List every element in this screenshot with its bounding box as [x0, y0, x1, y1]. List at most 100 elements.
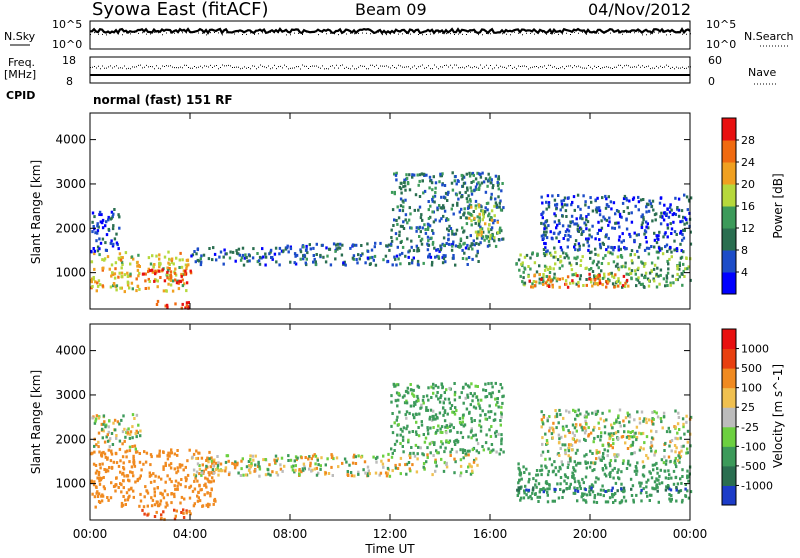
echo-cell — [620, 470, 622, 473]
echo-cell — [667, 477, 669, 480]
echo-cell — [636, 250, 638, 253]
echo-cell — [597, 221, 599, 224]
echo-cell — [355, 244, 357, 247]
echo-cell — [93, 463, 95, 466]
echo-cell — [565, 409, 567, 412]
echo-cell — [431, 264, 433, 267]
echo-cell — [94, 231, 96, 234]
echo-cell — [578, 482, 580, 485]
echo-cell — [112, 422, 114, 425]
echo-cell — [431, 181, 433, 184]
echo-cell — [115, 476, 117, 479]
echo-cell — [279, 247, 281, 250]
echo-cell — [110, 275, 112, 278]
echo-cell — [314, 468, 316, 471]
echo-cell — [468, 256, 470, 259]
echo-cell — [667, 469, 669, 472]
echo-cell — [181, 266, 183, 269]
echo-cell — [392, 469, 394, 472]
colorbar-segment — [722, 272, 736, 295]
echo-cell — [186, 304, 188, 307]
echo-cell — [250, 465, 252, 468]
echo-cell — [614, 499, 616, 502]
echo-cell — [162, 468, 164, 471]
echo-cell — [412, 394, 414, 397]
echo-cell — [664, 442, 666, 445]
echo-cell — [545, 250, 547, 253]
echo-cell — [592, 210, 594, 213]
echo-cell — [215, 258, 217, 261]
echo-cell — [477, 442, 479, 445]
echo-cell — [434, 461, 436, 464]
echo-cell — [154, 475, 156, 478]
echo-cell — [543, 231, 545, 234]
echo-cell — [603, 419, 605, 422]
echo-cell — [195, 450, 197, 453]
echo-cell — [524, 268, 526, 271]
echo-cell — [602, 242, 604, 245]
echo-cell — [518, 269, 520, 272]
echo-cell — [660, 420, 662, 423]
echo-cell — [602, 452, 604, 455]
echo-cell — [156, 455, 158, 458]
echo-cell — [560, 208, 562, 211]
echo-cell — [413, 249, 415, 252]
echo-cell — [651, 219, 653, 222]
echo-cell — [454, 398, 456, 401]
echo-cell — [109, 445, 111, 448]
echo-cell — [634, 232, 636, 235]
echo-cell — [564, 203, 566, 206]
echo-cell — [532, 486, 534, 489]
echo-cell — [459, 417, 461, 420]
echo-cell — [432, 426, 434, 429]
left-bottom-tick: 10^0 — [52, 38, 82, 51]
echo-cell — [457, 180, 459, 183]
echo-cell — [471, 193, 473, 196]
echo-cell — [428, 255, 430, 258]
echo-cell — [490, 234, 492, 237]
echo-cell — [653, 268, 655, 271]
echo-cell — [182, 284, 184, 287]
colorbar-segment — [722, 485, 736, 505]
echo-cell — [97, 495, 99, 498]
echo-cell — [454, 179, 456, 182]
echo-cell — [164, 256, 166, 259]
echo-cell — [128, 488, 130, 491]
echo-cell — [108, 419, 110, 422]
echo-cell — [517, 462, 519, 465]
echo-cell — [212, 246, 214, 249]
echo-cell — [114, 267, 116, 270]
echo-cell — [237, 472, 239, 475]
echo-cell — [556, 203, 558, 206]
echo-cell — [518, 479, 520, 482]
colorbar-tick-label: 100 — [741, 382, 762, 395]
echo-cell — [597, 435, 599, 438]
echo-cell — [423, 466, 425, 469]
echo-cell — [681, 209, 683, 212]
echo-cell — [571, 215, 573, 218]
echo-cell — [466, 200, 468, 203]
echo-cell — [540, 454, 542, 457]
echo-cell — [485, 418, 487, 421]
echo-cell — [541, 443, 543, 446]
echo-cell — [184, 270, 186, 273]
echo-cell — [190, 255, 192, 258]
echo-cell — [589, 257, 591, 260]
echo-cell — [559, 267, 561, 270]
echo-cell — [420, 230, 422, 233]
echo-cell — [416, 395, 418, 398]
echo-cell — [465, 397, 467, 400]
echo-cell — [166, 290, 168, 293]
echo-cell — [471, 242, 473, 245]
echo-cell — [435, 413, 437, 416]
echo-cell — [271, 470, 273, 473]
echo-cell — [550, 279, 552, 282]
echo-cell — [301, 456, 303, 459]
echo-cell — [630, 253, 632, 256]
echo-cell — [452, 254, 454, 257]
echo-cell — [416, 457, 418, 460]
echo-cell — [596, 206, 598, 209]
echo-cell — [607, 205, 609, 208]
echo-cell — [428, 200, 430, 203]
echo-cell — [417, 174, 419, 177]
